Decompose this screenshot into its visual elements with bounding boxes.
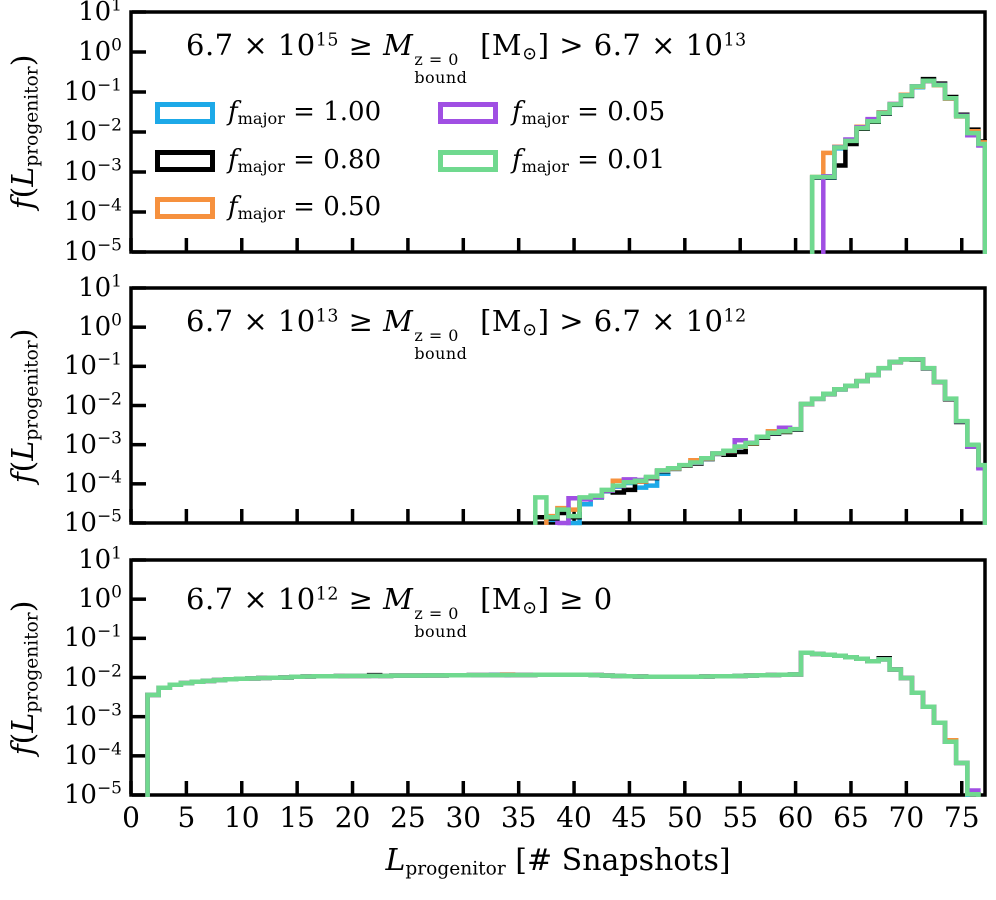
- x-tick-label: 70: [888, 801, 925, 834]
- y-tick-label: 10−5: [63, 235, 122, 267]
- panel-3-frame: [129, 558, 987, 797]
- y-tick-label: 10−4: [63, 467, 122, 499]
- y-tick-label: 10−3: [63, 700, 122, 732]
- x-tick-label: 45: [611, 801, 648, 834]
- y-tick-label: 100: [78, 310, 122, 343]
- y-tick-label: 100: [78, 582, 122, 615]
- y-tick-label: 101: [78, 271, 122, 303]
- y-tick-label: 10−1: [63, 621, 122, 654]
- x-tick-label: 40: [556, 801, 592, 834]
- x-axis-label: Lprogenitor [# Snapshots]: [385, 843, 731, 880]
- y-tick-label: 101: [78, 543, 122, 575]
- legend-label-f0.05: fmajor = 0.05: [512, 97, 666, 129]
- legend-swatch-f0.80: [155, 150, 215, 172]
- legend-label-f0.50: fmajor = 0.50: [228, 192, 382, 224]
- legend-swatch-f0.01: [438, 150, 498, 172]
- legend-swatch-f0.50: [155, 197, 215, 219]
- x-tick-label: 30: [445, 801, 482, 834]
- legend-label-f1.00: fmajor = 1.00: [228, 97, 382, 129]
- series-high-mass-green: [809, 78, 987, 254]
- x-tick-label: 15: [279, 801, 315, 834]
- x-tick-label: 20: [334, 801, 371, 834]
- x-tick-label: 0: [122, 801, 140, 834]
- x-tick-label: 10: [223, 801, 260, 834]
- y-tick-label: 10−3: [63, 155, 122, 187]
- x-tick-label: 5: [177, 801, 196, 834]
- x-tick-label: 50: [666, 801, 703, 834]
- series-mid-mass-orange: [544, 356, 987, 525]
- x-tick-label: 55: [722, 801, 759, 834]
- series-mid-mass-green: [533, 356, 987, 525]
- y-tick-label: 10−5: [63, 778, 122, 810]
- panel-1-frame: [129, 10, 987, 254]
- x-tick-label: 75: [943, 801, 980, 834]
- y-axis-label-2: f(Lprogenitor): [6, 328, 43, 483]
- y-tick-label: 10−3: [63, 428, 122, 460]
- legend-label-f0.80: fmajor = 0.80: [228, 145, 382, 177]
- legend-swatch-f1.00: [155, 102, 215, 124]
- y-tick-label: 10−2: [63, 388, 122, 421]
- y-tick-label: 10−2: [63, 115, 122, 147]
- series-mid-mass-black: [533, 357, 987, 525]
- legend-label-f0.01: fmajor = 0.01: [512, 145, 666, 177]
- legend-swatch-f0.05: [438, 102, 498, 124]
- series-mid-mass-blue: [544, 357, 987, 526]
- y-tick-label: 101: [78, 0, 122, 27]
- x-tick-label: 65: [833, 801, 869, 834]
- y-tick-label: 100: [78, 35, 122, 67]
- y-axis-label-1: f(Lprogenitor): [6, 54, 43, 210]
- x-tick-label: 60: [777, 801, 814, 834]
- x-tick-label: 25: [390, 801, 426, 834]
- series-low-mass-green: [145, 650, 981, 797]
- y-tick-label: 10−1: [63, 349, 122, 382]
- series-mid-mass-purple: [555, 356, 987, 526]
- x-tick-label: 35: [500, 801, 537, 834]
- y-tick-label: 10−5: [63, 506, 122, 538]
- y-axis-label-3: f(Lprogenitor): [6, 600, 43, 755]
- y-tick-label: 10−4: [63, 739, 122, 771]
- y-tick-label: 10−1: [63, 75, 122, 107]
- y-tick-label: 10−2: [63, 660, 122, 693]
- y-tick-label: 10−4: [63, 195, 122, 227]
